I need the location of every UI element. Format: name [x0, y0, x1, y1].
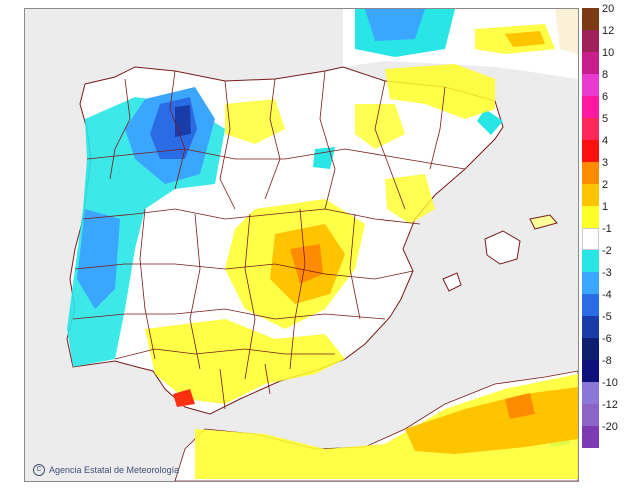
legend-swatch-lower-8 [582, 426, 599, 448]
legend-swatch-lower-1 [582, 272, 599, 294]
legend-swatch-upper-0 [582, 8, 599, 30]
legend-label-upper-2: 10 [602, 47, 615, 59]
legend-label-upper-9: 1 [602, 201, 609, 213]
legend-swatch-neutral-0 [582, 228, 599, 250]
legend-label-lower-3: -5 [602, 311, 612, 323]
legend-label-upper-5: 5 [602, 113, 609, 125]
legend-swatch-lower-0 [582, 250, 599, 272]
legend-swatch-lower-4 [582, 338, 599, 360]
legend-label-lower-6: -10 [602, 377, 618, 389]
legend-swatch-lower-6 [582, 382, 599, 404]
legend-label-upper-0: 20 [602, 3, 615, 15]
menorca [529, 214, 558, 230]
legend-label-lower-2: -4 [602, 289, 612, 301]
legend-label-neutral-0: -1 [602, 223, 612, 235]
legend-label-lower-5: -8 [602, 355, 612, 367]
legend-label-lower-7: -12 [602, 399, 618, 411]
mallorca [484, 230, 521, 265]
legend-label-upper-1: 12 [602, 25, 615, 37]
credit-label: C Agencia Estatal de Meteorología [33, 464, 179, 476]
ibiza [442, 272, 462, 292]
province-borders [72, 70, 466, 410]
color-legend: 20 12 10 8 6 5 4 3 2 1 -1 -2 -3 -4 -5 -6 -8 -10 -12 -20 [582, 4, 628, 478]
anomaly-map [25, 9, 578, 481]
positive-anomaly-areas [145, 24, 578, 479]
legend-swatch-upper-2 [582, 52, 599, 74]
legend-label-upper-8: 2 [602, 179, 609, 191]
copyright-icon: C [33, 464, 45, 476]
legend-swatch-upper-4 [582, 96, 599, 118]
legend-label-lower-0: -2 [602, 245, 612, 257]
legend-swatch-lower-3 [582, 316, 599, 338]
legend-label-upper-3: 8 [602, 69, 609, 81]
legend-swatch-lower-2 [582, 294, 599, 316]
legend-swatch-upper-6 [582, 140, 599, 162]
legend-label-upper-6: 4 [602, 135, 609, 147]
legend-label-lower-1: -3 [602, 267, 612, 279]
legend-swatch-lower-7 [582, 404, 599, 426]
negative-anomaly-areas [67, 9, 570, 447]
legend-swatch-upper-1 [582, 30, 599, 52]
legend-swatch-upper-8 [582, 184, 599, 206]
credit-text: Agencia Estatal de Meteorología [49, 465, 180, 475]
legend-swatch-upper-5 [582, 118, 599, 140]
legend-label-lower-4: -6 [602, 333, 612, 345]
legend-label-lower-8: -20 [602, 421, 618, 433]
legend-swatch-lower-5 [582, 360, 599, 382]
map-panel: C Agencia Estatal de Meteorología [24, 8, 579, 482]
legend-swatch-upper-9 [582, 206, 599, 228]
legend-label-upper-7: 3 [602, 157, 609, 169]
france-shade [555, 9, 578, 54]
legend-label-upper-4: 6 [602, 91, 609, 103]
legend-swatch-upper-7 [582, 162, 599, 184]
legend-swatch-upper-3 [582, 74, 599, 96]
